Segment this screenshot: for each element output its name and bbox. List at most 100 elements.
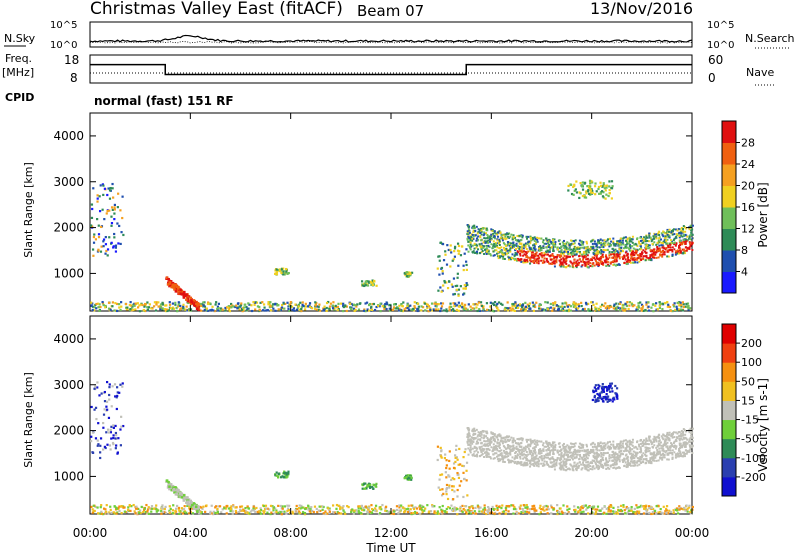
velocity-cell	[406, 474, 409, 477]
power-cell	[275, 270, 279, 274]
power-cell	[104, 304, 107, 308]
power-cell	[529, 248, 532, 251]
power-cell	[315, 308, 318, 311]
power-cell	[612, 263, 615, 266]
power-cell	[103, 187, 106, 190]
power-cell	[540, 259, 543, 262]
power-cell	[588, 309, 591, 312]
power-cell	[596, 257, 599, 260]
power-cell	[567, 308, 571, 311]
power-cell	[301, 303, 304, 307]
power-cell	[544, 301, 547, 304]
power-cell	[479, 301, 483, 304]
power-cell	[478, 243, 481, 246]
power-cell	[185, 305, 188, 308]
velocity-cell	[632, 457, 635, 460]
velocity-cell	[209, 512, 212, 515]
velocity-cell	[658, 447, 661, 450]
power-cell	[537, 254, 540, 257]
velocity-cell	[337, 512, 340, 515]
power-cell	[601, 244, 604, 247]
power-cell	[522, 247, 525, 250]
power-cell	[586, 250, 589, 253]
velocity-cell	[628, 509, 631, 512]
power-cell	[384, 302, 387, 306]
velocity-cell	[426, 504, 429, 507]
power-cell	[677, 246, 680, 249]
velocity-cell	[96, 444, 99, 447]
power-cell	[630, 251, 633, 254]
velocity-cell	[571, 465, 574, 468]
velocity-cell	[665, 445, 668, 448]
power-cell	[507, 252, 510, 255]
power-cell	[604, 249, 607, 252]
power-cell	[493, 245, 496, 248]
velocity-cell	[479, 506, 482, 509]
power-cell	[647, 244, 650, 247]
power-cell	[482, 234, 485, 237]
power-cell	[689, 242, 692, 245]
velocity-cell	[185, 511, 188, 514]
power-cell	[602, 191, 605, 194]
power-cell	[462, 307, 465, 311]
velocity-cell	[605, 467, 608, 470]
velocity-cell	[415, 507, 419, 510]
power-cell	[546, 308, 550, 311]
power-cell	[308, 302, 312, 305]
velocity-cell	[436, 458, 439, 462]
velocity-cell	[524, 449, 527, 452]
power-cell	[497, 301, 501, 304]
velocity-cell	[651, 456, 654, 459]
power-cell	[557, 308, 560, 311]
power-cell	[557, 248, 560, 251]
power-cell	[108, 209, 111, 212]
power-cell	[503, 308, 507, 311]
power-cell	[688, 237, 691, 240]
velocity-cell	[378, 512, 382, 515]
power-cell	[506, 249, 509, 252]
velocity-cell	[516, 511, 519, 515]
power-cell	[591, 190, 594, 193]
power-cell	[591, 239, 594, 242]
power-cell	[560, 258, 563, 261]
power-cell	[684, 238, 687, 241]
power-cell	[210, 308, 214, 311]
power-cell	[624, 303, 627, 306]
power-cell	[484, 240, 487, 243]
power-cell	[647, 305, 650, 308]
power-cell	[541, 308, 544, 311]
power-cell	[659, 302, 662, 305]
power-cell	[355, 305, 358, 308]
power-cell	[261, 309, 265, 312]
power-cell	[644, 308, 647, 312]
power-cell	[139, 303, 143, 306]
power-cell	[524, 301, 527, 304]
power-cell	[685, 305, 689, 308]
velocity-cell	[587, 451, 590, 454]
power-cell	[206, 309, 209, 312]
velocity-cell	[670, 444, 673, 447]
power-cell	[671, 310, 674, 313]
power-cell	[114, 250, 118, 253]
velocity-cell	[100, 512, 104, 515]
power-cell	[566, 247, 569, 250]
power-cell	[112, 196, 115, 199]
power-cell	[602, 182, 605, 185]
power-cell	[517, 303, 520, 307]
power-cell	[473, 242, 476, 245]
velocity-cell	[181, 508, 184, 511]
power-cell	[144, 309, 147, 313]
power-cell	[293, 309, 296, 312]
velocity-cell	[178, 509, 181, 512]
velocity-cell	[356, 511, 359, 514]
power-cell	[189, 302, 193, 306]
velocity-cell	[366, 483, 369, 486]
velocity-cell	[451, 485, 454, 488]
velocity-cell	[671, 443, 674, 446]
velocity-cell	[491, 505, 494, 509]
velocity-cell	[467, 453, 470, 456]
power-cell	[636, 308, 640, 312]
power-cell	[678, 236, 681, 239]
colorbar-swatch	[722, 250, 736, 272]
power-cell	[685, 239, 688, 242]
